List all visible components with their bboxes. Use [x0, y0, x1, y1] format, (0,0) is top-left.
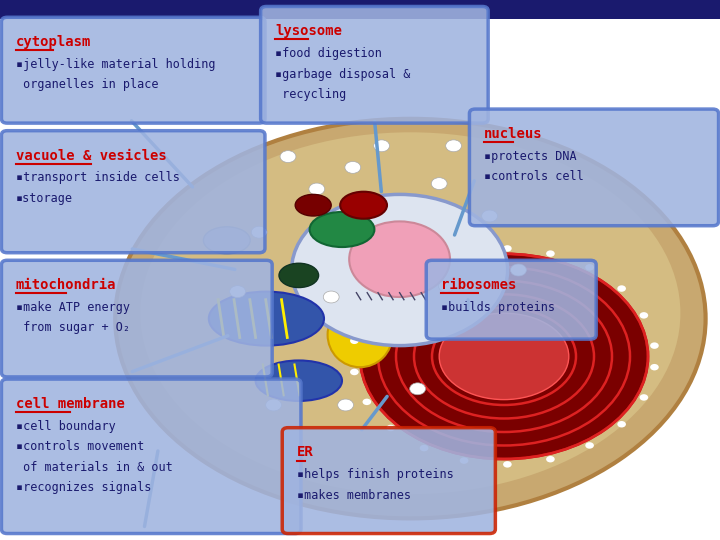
Ellipse shape	[204, 227, 251, 254]
Circle shape	[387, 425, 395, 431]
Ellipse shape	[310, 212, 374, 247]
Circle shape	[650, 342, 659, 349]
Ellipse shape	[341, 192, 387, 219]
Circle shape	[650, 364, 659, 370]
Circle shape	[309, 183, 325, 195]
Circle shape	[280, 151, 296, 163]
Circle shape	[617, 285, 626, 292]
Text: ▪cell boundary: ▪cell boundary	[16, 420, 116, 433]
Text: ▪jelly-like material holding: ▪jelly-like material holding	[16, 58, 215, 71]
Circle shape	[503, 461, 512, 468]
Ellipse shape	[439, 313, 569, 400]
Circle shape	[431, 178, 447, 190]
Circle shape	[482, 210, 498, 222]
Circle shape	[585, 264, 594, 271]
Text: ▪controls movement: ▪controls movement	[16, 440, 144, 453]
Text: cell membrane: cell membrane	[16, 397, 125, 411]
Ellipse shape	[292, 194, 508, 346]
Ellipse shape	[256, 361, 342, 401]
Text: ER: ER	[297, 446, 313, 460]
Ellipse shape	[209, 292, 324, 346]
Circle shape	[350, 338, 359, 344]
FancyBboxPatch shape	[469, 109, 719, 226]
Circle shape	[374, 140, 390, 152]
Ellipse shape	[328, 302, 392, 367]
Circle shape	[460, 457, 469, 464]
Text: vacuole & vesicles: vacuole & vesicles	[16, 148, 166, 163]
Text: mitochondria: mitochondria	[16, 278, 117, 292]
Circle shape	[420, 445, 428, 451]
FancyBboxPatch shape	[261, 6, 488, 123]
Text: ▪storage: ▪storage	[16, 192, 73, 205]
Circle shape	[251, 226, 267, 238]
Circle shape	[639, 312, 648, 319]
Circle shape	[363, 308, 372, 314]
Ellipse shape	[360, 254, 648, 459]
Circle shape	[460, 249, 469, 255]
FancyBboxPatch shape	[1, 260, 272, 377]
Circle shape	[338, 399, 354, 411]
Ellipse shape	[140, 132, 680, 494]
Ellipse shape	[295, 194, 331, 216]
Text: ▪builds proteins: ▪builds proteins	[441, 301, 554, 314]
Text: lysosome: lysosome	[275, 24, 342, 38]
FancyBboxPatch shape	[282, 428, 495, 534]
Text: from sugar + O₂: from sugar + O₂	[16, 321, 130, 334]
Circle shape	[503, 245, 512, 252]
FancyBboxPatch shape	[1, 379, 301, 534]
Circle shape	[639, 394, 648, 401]
Circle shape	[585, 442, 594, 449]
Text: ▪protects DNA: ▪protects DNA	[484, 150, 577, 163]
Circle shape	[387, 281, 395, 288]
Text: cytoplasm: cytoplasm	[16, 35, 91, 49]
Circle shape	[420, 261, 428, 268]
Circle shape	[363, 399, 372, 405]
Circle shape	[410, 383, 426, 395]
Circle shape	[349, 221, 450, 297]
FancyBboxPatch shape	[1, 131, 265, 253]
Text: ▪make ATP energy: ▪make ATP energy	[16, 301, 130, 314]
Text: organelles in place: organelles in place	[16, 78, 158, 91]
Text: ribosomes: ribosomes	[441, 278, 516, 292]
Circle shape	[617, 421, 626, 428]
Text: ▪garbage disposal &: ▪garbage disposal &	[275, 68, 410, 80]
Text: ▪helps finish proteins: ▪helps finish proteins	[297, 468, 454, 481]
Text: ▪recognizes signals: ▪recognizes signals	[16, 481, 151, 494]
Text: ▪transport inside cells: ▪transport inside cells	[16, 171, 180, 184]
Text: ▪makes membranes: ▪makes membranes	[297, 489, 410, 502]
Text: ▪controls cell: ▪controls cell	[484, 170, 584, 183]
FancyBboxPatch shape	[1, 17, 265, 123]
Circle shape	[446, 140, 462, 152]
Circle shape	[546, 456, 554, 462]
Ellipse shape	[279, 263, 319, 287]
Circle shape	[438, 280, 454, 292]
Circle shape	[510, 264, 526, 276]
Circle shape	[546, 251, 554, 257]
Text: recycling: recycling	[275, 88, 346, 101]
Bar	[0, 0, 720, 19]
FancyBboxPatch shape	[426, 260, 596, 339]
Circle shape	[345, 161, 361, 173]
Circle shape	[230, 286, 246, 298]
Circle shape	[323, 291, 339, 303]
Text: nucleus: nucleus	[484, 127, 542, 141]
Ellipse shape	[115, 119, 706, 518]
Circle shape	[350, 369, 359, 375]
Text: of materials in & out: of materials in & out	[16, 461, 173, 474]
Text: ▪food digestion: ▪food digestion	[275, 47, 382, 60]
Circle shape	[266, 399, 282, 411]
